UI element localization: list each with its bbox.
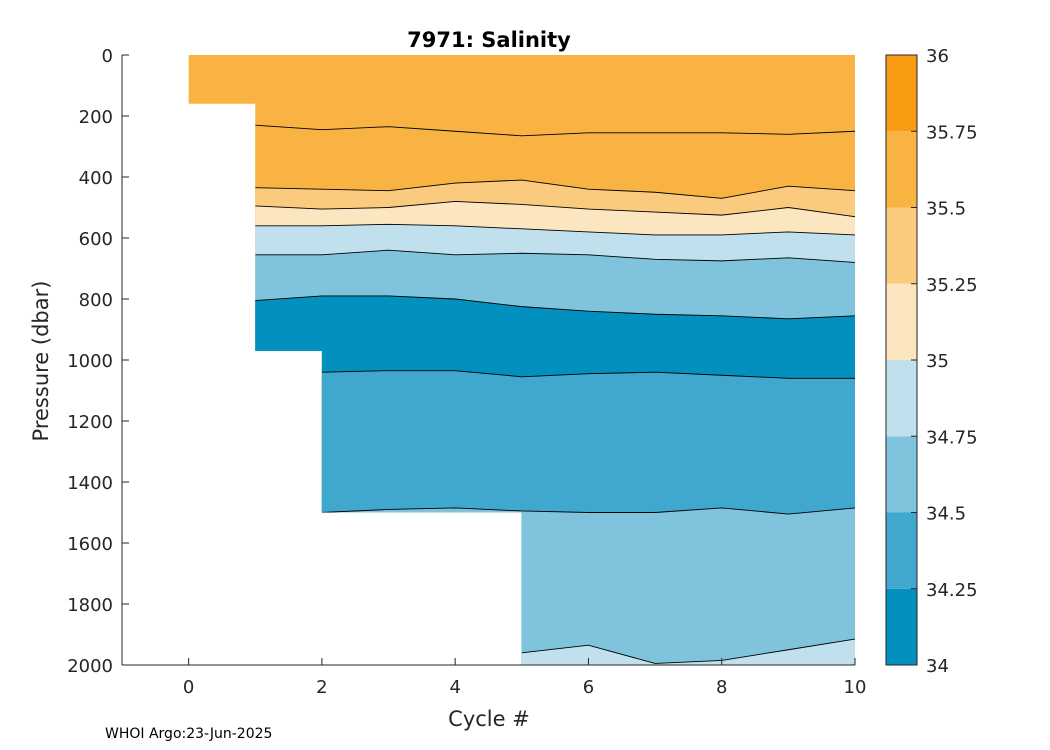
colorbar-tick-label: 34.5 [926,504,966,525]
colorbar-swatch [886,207,917,284]
colorbar-swatch [886,283,917,360]
contour-line [255,124,856,137]
chart-title: 7971: Salinity [407,28,571,52]
footer-credit: WHOI Argo:23-Jun-2025 [105,726,273,742]
y-tick-label: 600 [79,229,113,250]
contour-line [255,200,856,218]
y-tick-label: 1200 [67,412,113,433]
colorbar: 34 34.25 34.5 34.75 35 35.25 35.5 35.75 36 [885,46,978,677]
y-tick-label: 200 [79,107,113,128]
y-tick-label: 1600 [67,534,113,555]
contour-line [321,370,855,379]
plot-area [188,55,856,665]
colorbar-swatch [886,360,917,437]
colorbar-tick-label: 35.75 [926,122,978,143]
y-axis-label: Pressure (dbar) [29,281,53,442]
colorbar-tick-label: 35.25 [926,275,978,296]
colorbar-swatch [886,131,917,208]
x-tick-label: 0 [183,677,194,698]
colorbar-tick-label: 34.75 [926,427,978,448]
contour-line [255,223,856,236]
y-tick-label: 1800 [67,595,113,616]
y-tick-label: 800 [79,290,113,311]
y-tick-label: 1000 [67,351,113,372]
contour-line [255,249,856,263]
colorbar-swatch [886,512,917,589]
contour-line [255,179,856,199]
y-tick-label: 400 [79,168,113,189]
colorbar-tick-label: 35.5 [926,199,966,220]
x-axis-label: Cycle # [448,707,530,731]
colorbar-tick-label: 35 [926,351,949,372]
axes: 0 2 4 6 8 10 0 200 400 600 800 1000 1200 1400 1600 1800… [67,46,866,698]
y-tick-label: 1400 [67,473,113,494]
x-tick-label: 2 [316,677,327,698]
x-tick-label: 8 [716,677,727,698]
colorbar-tick-label: 34 [926,656,949,677]
colorbar-tick-label: 36 [926,46,949,67]
colorbar-swatch [886,588,917,665]
x-tick-label: 10 [844,677,867,698]
x-tick-label: 6 [583,677,594,698]
salinity-field [188,55,855,665]
colorbar-swatch [886,55,917,132]
x-tick-label: 4 [449,677,460,698]
y-tick-label: 0 [102,46,113,67]
colorbar-swatch [886,436,917,513]
salinity-band [188,507,855,665]
colorbar-tick-label: 34.25 [926,580,978,601]
contour-line [255,295,856,320]
contour-line [321,507,856,515]
contour-line [521,638,856,664]
y-tick-label: 2000 [67,656,113,677]
